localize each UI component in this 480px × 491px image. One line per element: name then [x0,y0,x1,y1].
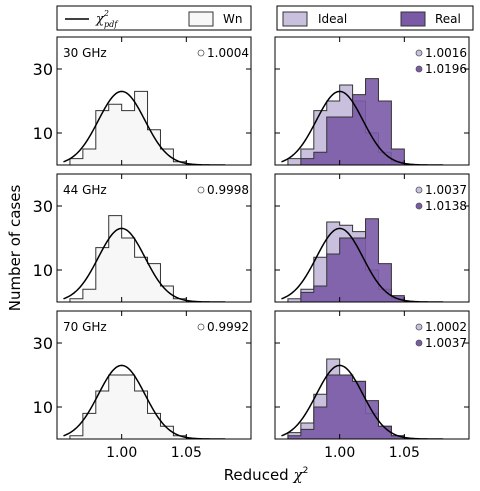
plot-frame [274,310,470,440]
panel-label: 30 GHz [63,46,107,60]
y-tick-label: 30 [33,60,53,79]
legend-ideal-label: Ideal [318,12,347,26]
annotation-marker [415,339,423,347]
annotation-marker [197,49,205,57]
panel-6: 1.00 1.05 1.0002 1.0037 [274,310,470,461]
annotation-value: 1.0004 [207,46,249,60]
y-tick-label: 10 [33,124,53,143]
legend-wn-swatch [188,11,214,27]
annotation-value: 1.0138 [425,199,467,213]
annotation-marker [415,323,423,331]
plot-frame [56,36,252,166]
annotation-marker [197,186,205,194]
hist-real [287,374,405,439]
panel-4: 1.0037 1.0138 [274,173,470,303]
legend-real-label: Real [435,12,461,26]
panel-label: 44 GHz [63,183,107,197]
annotation-marker [415,202,423,210]
annotation-marker [415,49,423,57]
plot-content [281,358,444,439]
y-tick-label: 30 [33,197,53,216]
legend-right: Ideal Real [276,5,474,31]
legend-ideal-swatch [282,11,308,27]
legend-wn-label: Wn [223,12,242,26]
hist-wn [69,374,187,439]
x-tick-label: 1.00 [324,445,355,461]
annotation-value: 1.0002 [425,320,467,334]
y-tick-label: 10 [33,398,53,417]
annotation-marker [415,65,423,73]
panel-label: 70 GHz [63,320,107,334]
panel-1: 10 30 30 GHz 1.0004 [33,36,252,166]
y-tick-label: 30 [33,334,53,353]
panel-5: 10 30 1.00 1.05 70 GHz 0.9992 [33,310,252,461]
panels: 10 30 30 GHz 1.0004 1.0016 1.0196 10 30 44 GHz 0.… [33,36,470,461]
plot-frame [274,36,470,166]
legend-curve-label: χ2 pdf [95,9,119,29]
legend-left: χ2 pdf Wn [56,5,252,31]
x-tick-label: 1.05 [389,445,420,461]
annotation-marker [415,186,423,194]
legend-right-frame [276,5,474,31]
legend-real-swatch [400,11,426,27]
plot-frame [56,173,252,303]
annotation-value: 1.0037 [425,336,467,350]
annotation-value: 1.0016 [425,46,467,60]
panel-3: 10 30 44 GHz 0.9998 [33,173,252,303]
y-tick-label: 10 [33,261,53,280]
x-tick-label: 1.05 [171,445,202,461]
annotation-value: 0.9992 [207,320,249,334]
legend-left-frame [56,5,252,31]
x-tick-label: 1.00 [106,445,137,461]
panel-2: 1.0016 1.0196 [274,36,470,166]
plot-content [281,218,444,302]
plot-frame [56,310,252,440]
plot-frame [274,173,470,303]
annotation-value: 0.9998 [207,183,249,197]
x-axis-label: Reduced χ2 [224,466,309,484]
annotation-value: 1.0196 [425,62,467,76]
annotation-marker [197,323,205,331]
y-axis-label: Number of cases [6,185,24,312]
hist-wn [69,90,187,165]
annotation-value: 1.0037 [425,183,467,197]
